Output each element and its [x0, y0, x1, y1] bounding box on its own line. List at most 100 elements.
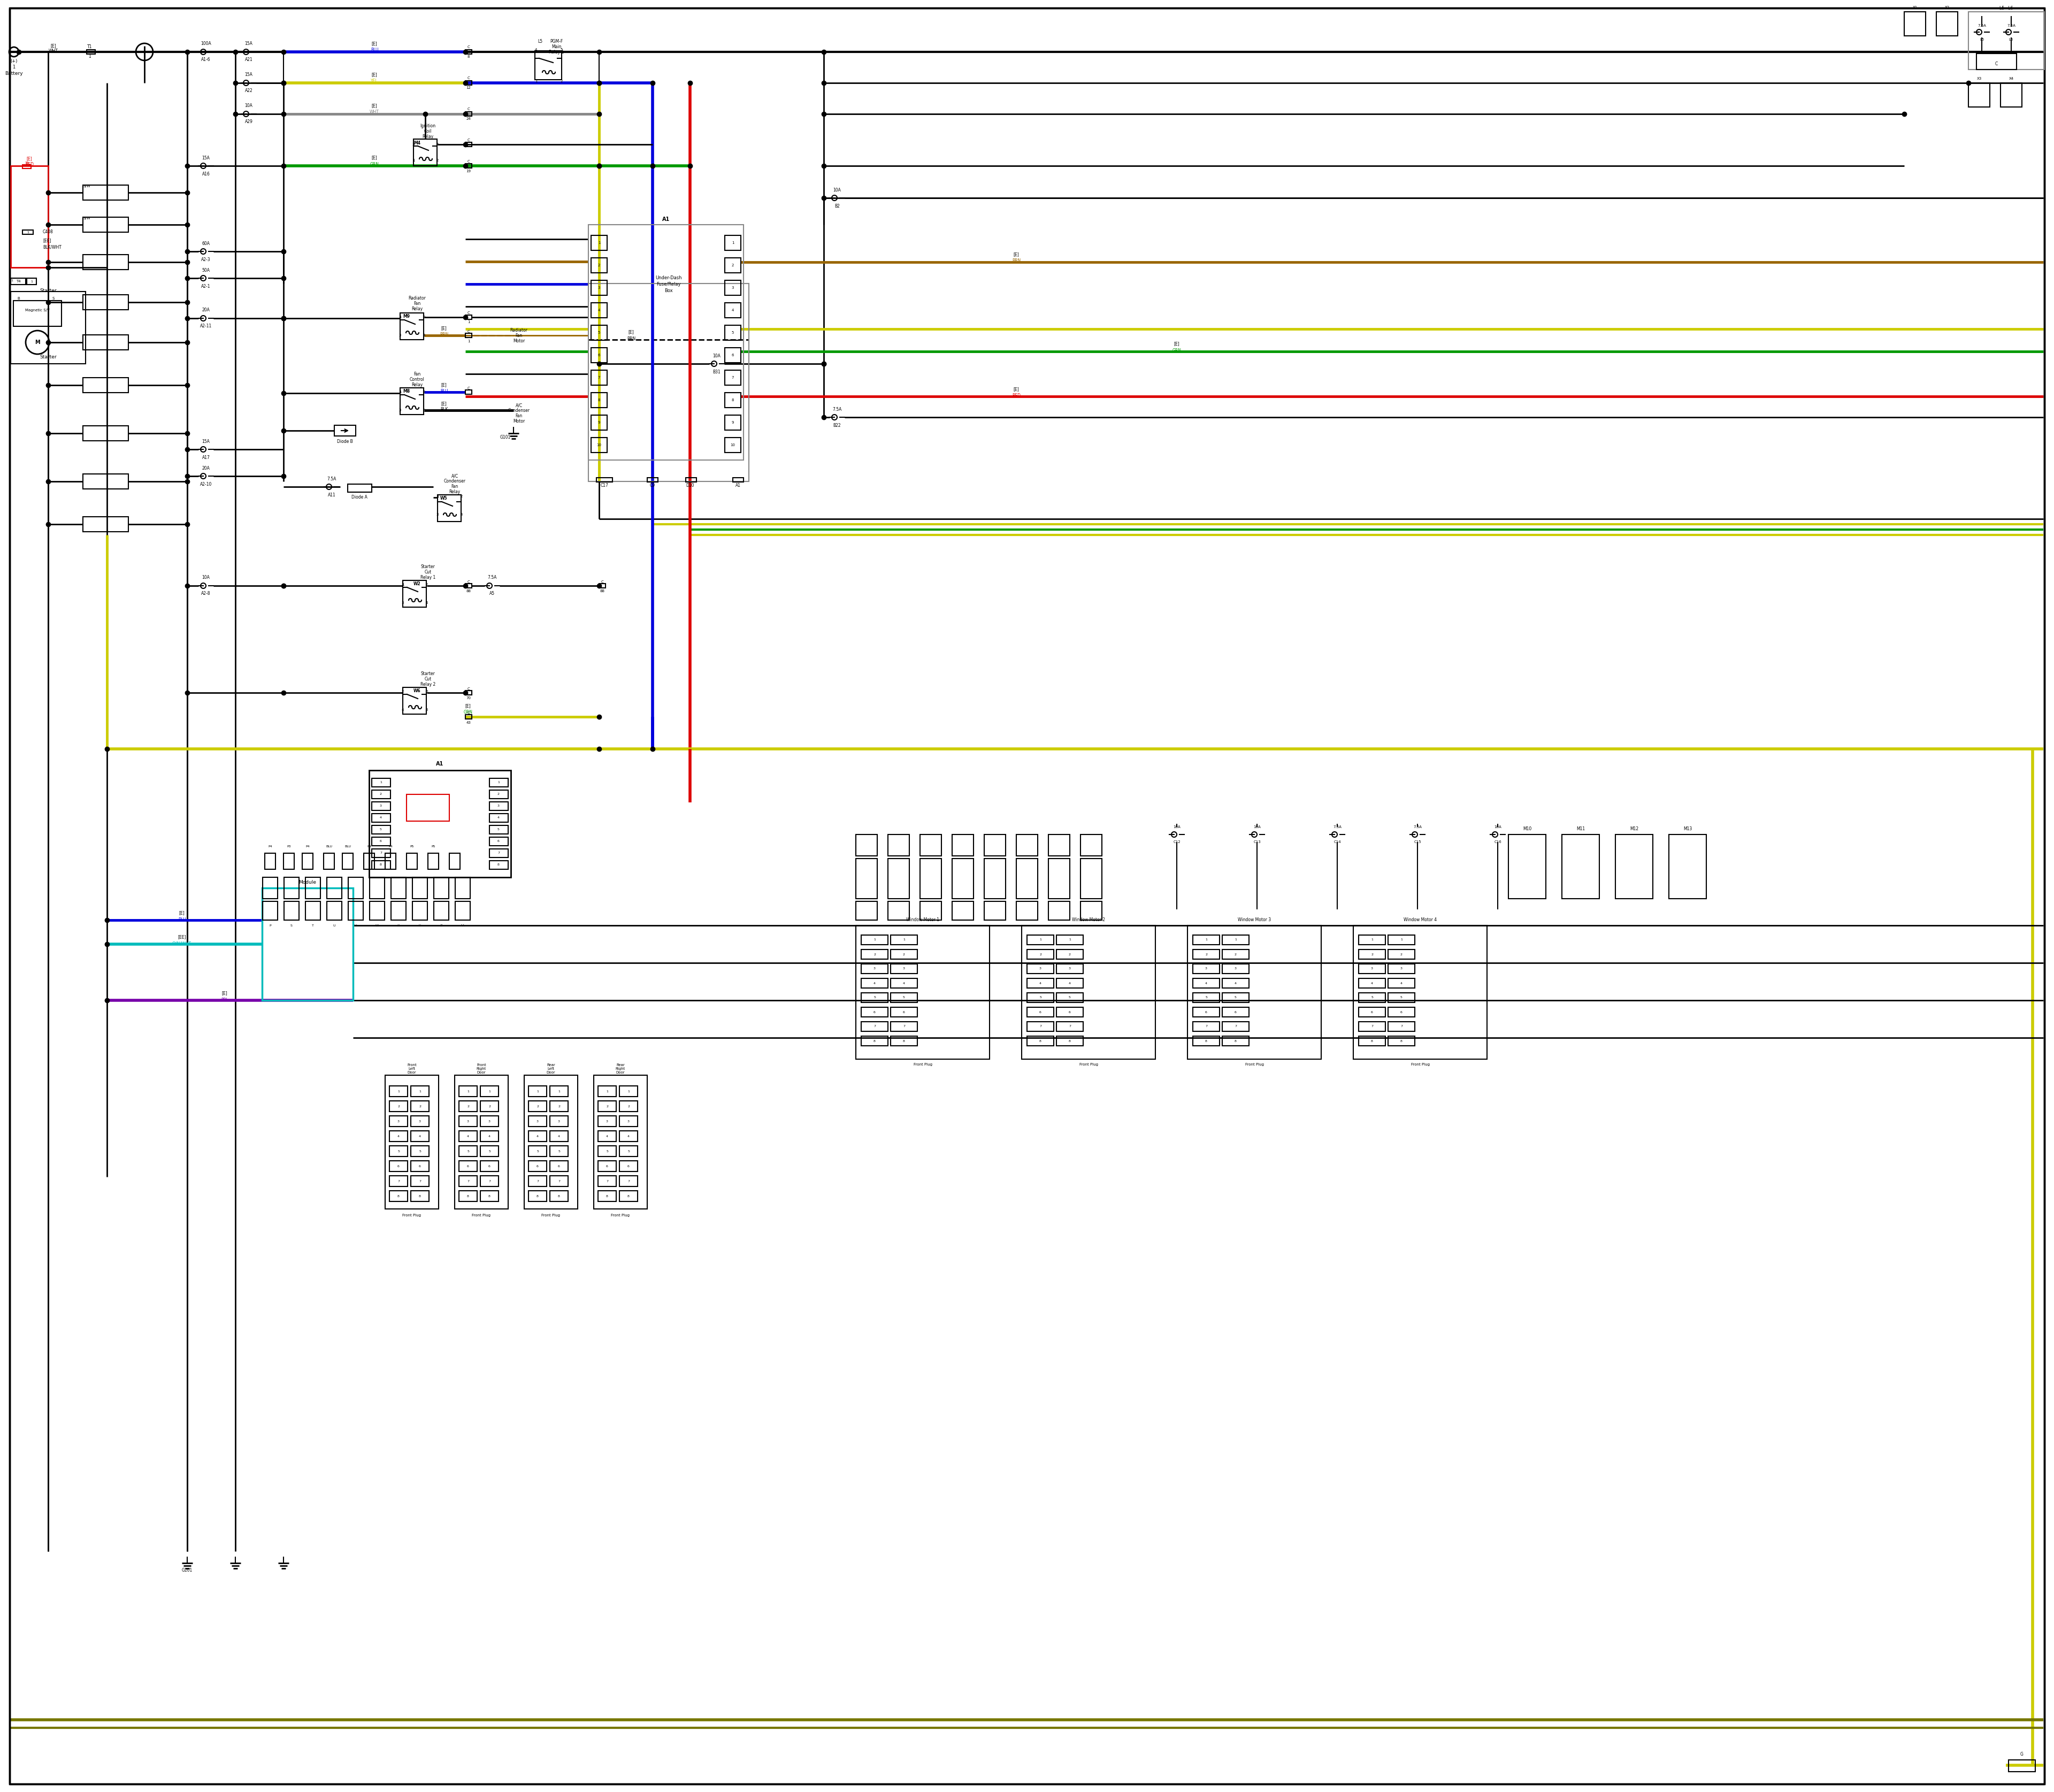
Text: 3: 3 [403, 602, 405, 604]
Bar [1222, 950, 1249, 959]
Text: 5: 5 [489, 1150, 491, 1152]
Text: 6: 6 [497, 840, 499, 842]
Bar [390, 1190, 407, 1201]
Bar [481, 1190, 499, 1201]
Text: Relay: Relay [411, 306, 423, 312]
Bar [1561, 835, 1600, 898]
Text: 7: 7 [396, 1179, 401, 1183]
Text: 50A: 50A [201, 267, 210, 272]
Text: 6: 6 [1370, 1011, 1372, 1014]
Bar [592, 324, 608, 340]
Text: 6: 6 [606, 1165, 608, 1167]
Bar [401, 387, 423, 414]
Text: 5: 5 [626, 1150, 629, 1152]
Text: 1: 1 [468, 321, 470, 324]
Text: 1: 1 [398, 391, 401, 394]
Text: 8: 8 [1234, 1039, 1237, 1043]
Text: 8: 8 [497, 864, 499, 866]
Bar [620, 1190, 637, 1201]
Text: 2: 2 [606, 1106, 608, 1107]
Bar [686, 478, 696, 482]
Text: A1-6: A1-6 [201, 57, 212, 63]
Bar [1358, 964, 1384, 973]
Text: GRN: GRN [1173, 348, 1181, 353]
Bar [1027, 1007, 1054, 1016]
Bar [596, 478, 612, 482]
Text: 8: 8 [904, 1039, 906, 1043]
Bar [1048, 901, 1070, 919]
Text: [E]: [E] [179, 910, 185, 916]
Text: 4: 4 [1234, 982, 1237, 984]
Text: Relay: Relay [450, 489, 460, 495]
Text: 2: 2 [1206, 953, 1208, 955]
Text: C: C [468, 45, 470, 48]
Bar [489, 837, 507, 846]
Text: S: S [290, 925, 292, 926]
Bar [528, 1190, 546, 1201]
Text: WHT: WHT [370, 109, 380, 115]
Bar [263, 878, 277, 898]
Bar [458, 1176, 477, 1186]
Bar [1668, 835, 1707, 898]
Bar [725, 348, 741, 362]
Text: A2-1: A2-1 [201, 283, 212, 289]
Text: B22: B22 [834, 423, 840, 428]
Text: Front Plug: Front Plug [914, 1063, 933, 1066]
Text: 3: 3 [1234, 968, 1237, 969]
Text: 4: 4 [419, 1134, 421, 1138]
Bar [1389, 1007, 1415, 1016]
Text: 1: 1 [27, 231, 29, 233]
Text: C13: C13 [1253, 840, 1261, 844]
Bar [600, 584, 606, 588]
Text: 3: 3 [536, 1120, 538, 1122]
Bar [327, 878, 341, 898]
Text: 8: 8 [626, 1195, 629, 1197]
Text: Module: Module [298, 880, 316, 885]
Bar [1389, 1036, 1415, 1047]
Bar [1056, 935, 1082, 944]
Bar [1027, 1036, 1054, 1047]
Text: 1: 1 [1206, 939, 1208, 941]
Text: L5   L6: L5 L6 [2001, 5, 2013, 11]
Text: [E]: [E] [464, 704, 470, 708]
Text: 4: 4 [598, 308, 600, 312]
Text: 7: 7 [904, 1025, 906, 1029]
Text: [E]: [E] [442, 401, 448, 407]
Text: 5: 5 [606, 1150, 608, 1152]
Text: 5: 5 [497, 828, 499, 831]
Bar [1017, 901, 1037, 919]
Bar [386, 1075, 440, 1210]
Bar [1222, 1007, 1249, 1016]
Bar [528, 1100, 546, 1111]
Bar [433, 901, 448, 919]
Bar [458, 1161, 477, 1172]
Text: P5: P5 [431, 844, 435, 848]
Text: BRN: BRN [626, 337, 635, 340]
Text: 7: 7 [606, 1179, 608, 1183]
Text: P4: P4 [306, 844, 310, 848]
Text: 1: 1 [873, 939, 875, 941]
Text: 1: 1 [380, 781, 382, 783]
Text: C15: C15 [1413, 840, 1421, 844]
Text: RED: RED [1013, 394, 1021, 398]
Text: 4: 4 [1206, 982, 1208, 984]
Bar [302, 853, 312, 869]
Bar [466, 584, 472, 588]
Bar [1056, 993, 1082, 1002]
Text: 4: 4 [466, 1134, 468, 1138]
Text: X1: X1 [1912, 5, 1916, 9]
Text: M: M [35, 340, 39, 346]
Text: 1: 1 [10, 280, 12, 281]
Text: 15A: 15A [201, 439, 210, 444]
Bar [1193, 1021, 1220, 1032]
Text: C: C [468, 77, 470, 79]
Text: C: C [468, 581, 470, 584]
Text: 6: 6 [1206, 1011, 1208, 1014]
Text: L6: L6 [2009, 38, 2013, 41]
Bar [592, 280, 608, 296]
Bar [372, 790, 390, 799]
Text: 3: 3 [559, 1120, 561, 1122]
Text: X4: X4 [2009, 77, 2013, 81]
Bar [466, 163, 472, 168]
Bar [411, 1100, 429, 1111]
